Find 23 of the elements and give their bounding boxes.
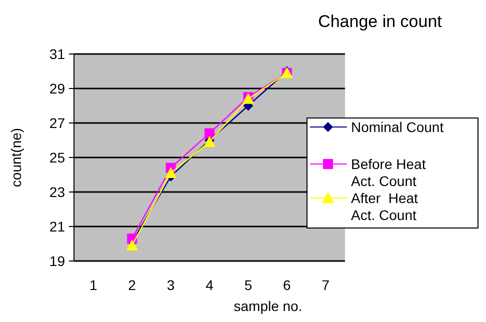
x-tick-label: 2 [128, 277, 136, 293]
y-axis-title: count(ne) [8, 128, 24, 188]
x-axis-title: sample no. [234, 298, 302, 314]
legend-label: Before Heat Act. Count [351, 156, 426, 189]
x-tick-label: 3 [166, 277, 175, 293]
point [164, 167, 177, 178]
legend-label: After Heat Act. Count [351, 190, 418, 223]
legend-label: Nominal Count [351, 119, 444, 135]
y-tick-label: 21 [49, 218, 66, 234]
x-tick-label: 7 [322, 277, 330, 293]
y-tick-label: 29 [49, 80, 66, 96]
y-tick-label: 27 [49, 115, 66, 131]
x-tick-label: 6 [283, 277, 292, 293]
point [204, 128, 214, 138]
x-tick-label: 4 [206, 277, 214, 293]
x-tick-label: 1 [89, 277, 98, 293]
text: Change in count [318, 12, 442, 31]
point [126, 239, 138, 250]
y-tick-label: 23 [49, 184, 66, 200]
y-tick-label: 19 [49, 253, 66, 269]
y-tick-label: 25 [49, 150, 66, 166]
y-tick-label: 31 [49, 46, 66, 62]
x-tick-label: 5 [244, 277, 252, 293]
